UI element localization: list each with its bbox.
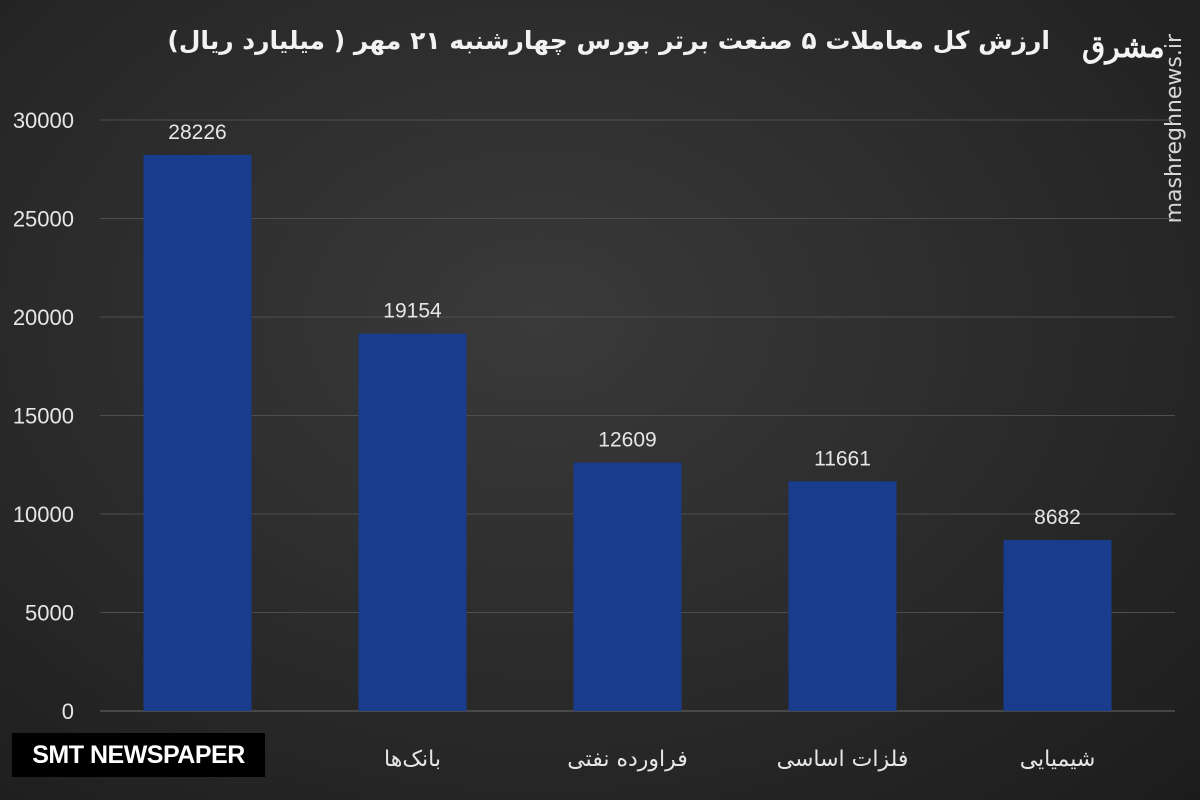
chart-title: ارزش کل معاملات ۵ صنعت برتر بورس چهارشنب… (167, 26, 1050, 55)
y-tick-label: 20000 (13, 305, 74, 330)
y-tick-label: 25000 (13, 207, 74, 232)
y-tick-label: 15000 (13, 404, 74, 429)
bar (1003, 539, 1112, 711)
y-tick-label: 10000 (13, 502, 74, 527)
x-category-label: بانک‌ها (384, 747, 441, 772)
y-tick-label: 30000 (13, 108, 74, 133)
newspaper-badge: SMT NEWSPAPER (12, 733, 265, 777)
data-label: 19154 (383, 300, 442, 323)
bar (573, 462, 682, 711)
data-label: 28226 (168, 121, 226, 144)
data-label: 11661 (814, 447, 871, 470)
data-label: 8682 (1034, 506, 1081, 529)
x-category-label: شیمیایی (1020, 747, 1096, 772)
y-tick-label: 0 (62, 699, 74, 724)
bar (788, 481, 897, 711)
bar (143, 154, 252, 711)
data-label: 12609 (598, 429, 656, 452)
logo-text: مشرق (1082, 30, 1165, 65)
x-category-label: فلزات اساسی (777, 747, 909, 772)
x-category-label: فراورده نفتی (567, 747, 688, 772)
bar (358, 333, 467, 711)
y-tick-label: 5000 (25, 601, 74, 626)
